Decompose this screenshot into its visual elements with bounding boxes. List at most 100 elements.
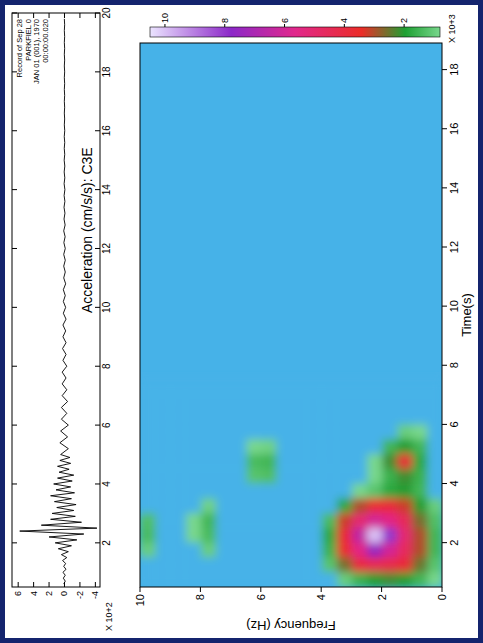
cell — [200, 527, 216, 542]
cell — [261, 527, 277, 542]
figure: 2468101214161820-4-20246X 10+2Accelerati… — [0, 0, 483, 643]
tick — [64, 13, 65, 18]
cell — [185, 498, 201, 513]
acceleration-trace — [20, 19, 97, 584]
cells — [140, 379, 442, 587]
cell — [170, 468, 186, 483]
cell — [367, 468, 383, 483]
cell — [336, 542, 352, 557]
tick — [79, 13, 80, 18]
cell — [140, 542, 156, 557]
cell — [140, 527, 156, 542]
cell — [170, 483, 186, 498]
cell — [140, 572, 156, 587]
cell — [276, 379, 292, 394]
tick — [95, 248, 100, 249]
cell — [231, 439, 247, 454]
cell — [336, 394, 352, 409]
cell — [261, 512, 277, 527]
cell — [216, 527, 232, 542]
cell — [427, 512, 442, 527]
cell — [231, 572, 247, 587]
tick-label: 2 — [101, 540, 112, 546]
cell — [306, 453, 322, 468]
tick — [33, 582, 34, 587]
cell — [382, 424, 398, 439]
cell — [246, 557, 262, 572]
cell — [397, 424, 413, 439]
cell — [170, 379, 186, 394]
tick-label: 20 — [101, 7, 112, 19]
plot-background — [140, 43, 442, 587]
tick — [95, 542, 100, 543]
cell — [185, 453, 201, 468]
cell — [306, 498, 322, 513]
cell — [412, 439, 428, 454]
tick — [33, 13, 34, 18]
cell — [185, 409, 201, 424]
tick — [12, 366, 17, 367]
cell — [170, 394, 186, 409]
tick-label: 12 — [448, 241, 460, 253]
colorbar-tick-label: 6 — [280, 18, 290, 23]
cell — [306, 557, 322, 572]
cell — [336, 498, 352, 513]
cell — [367, 527, 383, 542]
cell — [351, 424, 367, 439]
tick-label: 18 — [101, 66, 112, 78]
cell — [336, 379, 352, 394]
cell — [427, 572, 442, 587]
cell — [382, 498, 398, 513]
tick — [321, 587, 322, 592]
cell — [351, 542, 367, 557]
cell — [200, 542, 216, 557]
tick — [95, 13, 96, 18]
tick-label: 2 — [44, 591, 54, 596]
tick-label: 8 — [101, 363, 112, 369]
tick — [95, 130, 100, 131]
cell — [155, 527, 171, 542]
cell — [216, 542, 232, 557]
tick-label: -2 — [75, 591, 85, 599]
cell — [291, 498, 307, 513]
cell — [246, 572, 262, 587]
cell — [261, 498, 277, 513]
cells-clip — [140, 379, 442, 587]
cell — [216, 498, 232, 513]
tick — [442, 306, 447, 307]
cell — [140, 468, 156, 483]
cell — [200, 453, 216, 468]
cell — [336, 424, 352, 439]
cell — [231, 409, 247, 424]
cell — [170, 439, 186, 454]
cell — [291, 424, 307, 439]
cell — [200, 483, 216, 498]
tick — [95, 425, 100, 426]
tick — [442, 365, 447, 366]
tick — [12, 189, 17, 190]
cell — [261, 379, 277, 394]
cell — [140, 394, 156, 409]
cell — [200, 512, 216, 527]
cell — [291, 394, 307, 409]
cell — [397, 572, 413, 587]
tick — [64, 582, 65, 587]
cell — [367, 572, 383, 587]
cell — [397, 409, 413, 424]
cell — [306, 439, 322, 454]
tick-label: 4 — [101, 481, 112, 487]
cell — [216, 379, 232, 394]
rotated-figure: 2468101214161820-4-20246X 10+2Accelerati… — [5, 5, 478, 638]
cell — [170, 527, 186, 542]
cell — [412, 572, 428, 587]
tick — [12, 13, 17, 14]
tick-label: 2 — [376, 594, 388, 600]
tick-label: 2 — [448, 540, 460, 546]
cell — [216, 557, 232, 572]
cell — [427, 409, 442, 424]
cell — [351, 453, 367, 468]
cell — [185, 379, 201, 394]
cell — [427, 379, 442, 394]
cell — [246, 409, 262, 424]
tick — [12, 130, 17, 131]
